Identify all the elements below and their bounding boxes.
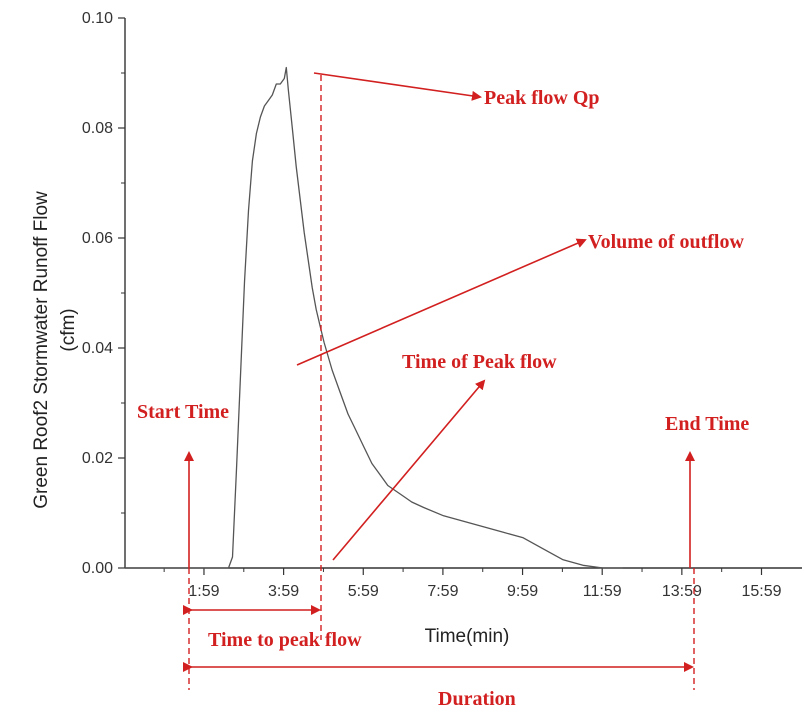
y-ticks: 0.00 0.02 0.04 0.06 0.08 0.10: [82, 10, 125, 577]
x-tick-label: 1:59: [188, 583, 219, 600]
y-tick-label: 0.10: [82, 10, 113, 27]
peak-flow-label: Peak flow Qp: [484, 87, 600, 109]
annotations: Peak flow Qp Volume of outflow Time of P…: [137, 72, 749, 710]
peak-flow-arrow: [313, 72, 482, 101]
x-tick-label: 9:59: [507, 583, 538, 600]
y-tick-label: 0.00: [82, 560, 113, 577]
y-tick-label: 0.04: [82, 340, 113, 357]
time-of-peak-arrow: [332, 379, 486, 561]
start-time-label: Start Time: [137, 401, 229, 423]
x-tick-label: 5:59: [348, 583, 379, 600]
time-of-peak-label: Time of Peak flow: [402, 351, 557, 373]
y-tick-label: 0.06: [82, 230, 113, 247]
y-tick-label: 0.08: [82, 120, 113, 137]
y-tick-label: 0.02: [82, 450, 113, 467]
volume-label: Volume of outflow: [588, 231, 744, 253]
x-tick-label: 7:59: [427, 583, 458, 600]
x-tick-label: 3:59: [268, 583, 299, 600]
y-axis-unit: (cfm): [58, 308, 79, 351]
y-axis-title: Green Roof2 Stormwater Runoff Flow: [31, 191, 52, 509]
x-tick-label: 13:59: [662, 583, 702, 600]
end-time-label: End Time: [665, 413, 749, 435]
runoff-flow-line: [125, 66, 623, 569]
x-ticks: 1:59 3:59 5:59 7:59 9:59 11:59 13:59 15:59: [163, 568, 782, 600]
volume-arrow: [296, 238, 587, 366]
series-layer: [125, 66, 623, 569]
x-tick-label: 11:59: [583, 583, 622, 600]
time-to-peak-label: Time to peak flow: [208, 629, 362, 651]
duration-label: Duration: [438, 688, 516, 710]
x-axis-title: Time(min): [425, 626, 510, 647]
x-tick-label: 15:59: [741, 583, 781, 600]
